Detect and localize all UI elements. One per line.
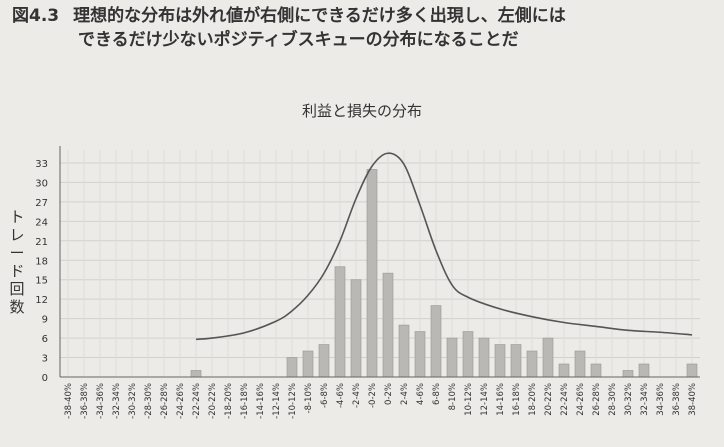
x-tick-label: -30-32% xyxy=(128,383,138,419)
x-tick-labels: -38-40% -36-38% -34-36% -32-34% -30-32% -28-3… xyxy=(64,383,698,419)
bar xyxy=(494,344,506,378)
bar xyxy=(302,350,314,378)
x-tick-label: 26-28% xyxy=(592,383,602,416)
x-tick-label: 38-40% xyxy=(688,383,698,416)
x-tick-label: 10-12% xyxy=(464,383,474,416)
x-tick-label: -28-30% xyxy=(144,383,154,419)
y-axis-label-char: レ xyxy=(9,226,25,244)
x-tick-label: -36-38% xyxy=(80,383,90,419)
x-tick-label: 20-22% xyxy=(544,383,554,416)
x-tick-label: 18-20% xyxy=(528,383,538,416)
x-tick-label: 32-34% xyxy=(640,383,650,416)
x-tick-label: 8-10% xyxy=(448,383,458,410)
bar xyxy=(686,363,698,378)
x-tick-label: 34-36% xyxy=(656,383,666,416)
x-tick-label: -38-40% xyxy=(64,383,74,419)
x-tick-label: 22-24% xyxy=(560,383,570,416)
bar xyxy=(350,279,362,378)
bar xyxy=(510,344,522,378)
bars xyxy=(190,169,698,378)
x-tick-label: -6-8% xyxy=(320,383,330,408)
y-tick-labels: 0 3 6 9 12 15 18 21 24 27 30 33 xyxy=(35,159,48,384)
x-tick-label: -14-16% xyxy=(256,383,266,419)
y-tick-label: 30 xyxy=(35,178,48,189)
bar xyxy=(430,305,442,378)
y-tick-label: 0 xyxy=(42,373,48,384)
x-tick-label: -26-28% xyxy=(160,383,170,419)
y-tick-label: 33 xyxy=(35,159,48,170)
grid-lines xyxy=(60,150,700,378)
bar xyxy=(190,370,202,378)
figure-caption-line1: 理想的な分布は外れ値が右側にできるだけ多く出現し、左側には xyxy=(73,6,566,26)
bar xyxy=(462,331,474,378)
bar xyxy=(590,363,602,378)
y-tick-label: 6 xyxy=(42,334,48,345)
y-tick-label: 9 xyxy=(42,315,48,326)
figure-number: 図4.3 xyxy=(12,6,60,26)
figure-caption: 図4.3 理想的な分布は外れ値が右側にできるだけ多く出現し、左側には できるだけ少… xyxy=(12,4,712,52)
x-tick-label: 2-4% xyxy=(400,383,410,405)
distribution-curve xyxy=(195,152,693,341)
x-tick-label: -4-6% xyxy=(336,383,346,408)
bar xyxy=(526,350,538,378)
x-tick-label: -2-4% xyxy=(352,383,362,408)
bar xyxy=(366,169,378,378)
y-tick-label: 24 xyxy=(35,217,48,228)
axes xyxy=(59,146,700,378)
bar xyxy=(542,337,554,378)
x-tick-label: 6-8% xyxy=(432,383,442,405)
figure-caption-line2: できるだけ少ないポジティブスキューの分布になることだ xyxy=(78,30,519,50)
y-axis-label-char: 回 xyxy=(9,280,25,298)
x-tick-label: 16-18% xyxy=(512,383,522,416)
x-tick-label: 0-2% xyxy=(384,383,394,405)
x-tick-label: -20-22% xyxy=(208,383,218,419)
bar xyxy=(318,344,330,378)
bar xyxy=(638,363,650,378)
x-tick-label: -8-10% xyxy=(304,383,314,413)
y-axis-label: トレード回数 xyxy=(6,208,28,316)
x-tick-label: 36-38% xyxy=(672,383,682,416)
y-tick-label: 27 xyxy=(35,198,48,209)
x-tick-label: -32-34% xyxy=(112,383,122,419)
x-tick-label: -16-18% xyxy=(240,383,250,419)
bar xyxy=(574,350,586,378)
x-tick-label: -0-2% xyxy=(368,383,378,408)
chart-title: 利益と損失の分布 xyxy=(301,102,422,120)
bar xyxy=(382,272,394,378)
y-tick-label: 12 xyxy=(35,295,48,306)
y-axis-label-char: ド xyxy=(9,262,25,280)
bar xyxy=(414,331,426,378)
y-axis-label-char: ー xyxy=(9,244,25,262)
x-tick-label: 4-6% xyxy=(416,383,426,405)
bar xyxy=(286,357,298,378)
x-tick-label: 12-14% xyxy=(480,383,490,416)
bar xyxy=(398,324,410,378)
y-axis-label-char: 数 xyxy=(9,298,25,316)
bar xyxy=(622,370,634,378)
x-tick-label: 30-32% xyxy=(624,383,634,416)
x-tick-label: -22-24% xyxy=(192,383,202,419)
x-tick-label: 14-16% xyxy=(496,383,506,416)
y-axis-label-char: ト xyxy=(9,208,25,226)
y-tick-label: 21 xyxy=(35,237,48,248)
x-tick-label: -18-20% xyxy=(224,383,234,419)
x-tick-label: -10-12% xyxy=(288,383,298,419)
y-tick-label: 15 xyxy=(35,276,48,287)
x-tick-label: 24-26% xyxy=(576,383,586,416)
y-tick-label: 18 xyxy=(35,256,48,267)
bar xyxy=(334,266,346,378)
y-tick-label: 3 xyxy=(42,354,48,365)
bar xyxy=(446,337,458,378)
bar xyxy=(478,337,490,378)
x-tick-label: 28-30% xyxy=(608,383,618,416)
x-tick-label: -12-14% xyxy=(272,383,282,419)
x-tick-label: -24-26% xyxy=(176,383,186,419)
bar xyxy=(558,363,570,378)
x-tick-label: -34-36% xyxy=(96,383,106,419)
